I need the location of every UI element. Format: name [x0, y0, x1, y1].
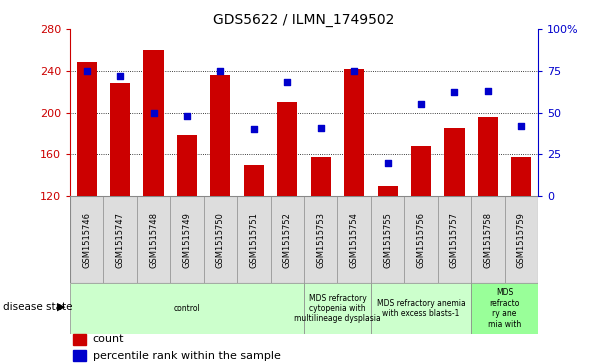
Text: GSM1515748: GSM1515748 — [149, 212, 158, 268]
Point — [215, 68, 225, 74]
Point — [249, 126, 259, 132]
Point — [282, 79, 292, 85]
Point — [383, 160, 393, 166]
Text: GSM1515754: GSM1515754 — [350, 212, 359, 268]
Point — [148, 110, 158, 115]
Text: GSM1515759: GSM1515759 — [517, 212, 526, 268]
Point — [115, 73, 125, 79]
Text: GSM1515753: GSM1515753 — [316, 212, 325, 268]
Bar — [478, 117, 498, 196]
Bar — [471, 283, 538, 334]
Title: GDS5622 / ILMN_1749502: GDS5622 / ILMN_1749502 — [213, 13, 395, 26]
Bar — [277, 102, 297, 196]
Point — [182, 113, 192, 119]
Text: GSM1515749: GSM1515749 — [182, 212, 192, 268]
Bar — [304, 283, 371, 334]
Bar — [177, 135, 197, 196]
Bar — [311, 158, 331, 196]
Text: MDS refractory anemia
with excess blasts-1: MDS refractory anemia with excess blasts… — [377, 299, 465, 318]
Point — [81, 68, 91, 74]
Text: GSM1515747: GSM1515747 — [116, 212, 125, 268]
Point — [316, 125, 326, 130]
Point — [349, 68, 359, 74]
Bar — [244, 165, 264, 196]
Point — [449, 90, 460, 95]
Bar — [110, 83, 130, 196]
Bar — [73, 334, 86, 345]
Text: GSM1515746: GSM1515746 — [82, 212, 91, 268]
Text: control: control — [174, 304, 200, 313]
Bar — [77, 62, 97, 196]
Bar — [344, 69, 364, 196]
Bar — [411, 146, 431, 196]
Bar — [70, 283, 304, 334]
Bar — [371, 283, 471, 334]
Text: GSM1515756: GSM1515756 — [416, 212, 426, 268]
Text: ▶: ▶ — [57, 302, 66, 312]
Bar — [73, 350, 86, 362]
Bar — [210, 75, 230, 196]
Text: GSM1515755: GSM1515755 — [383, 212, 392, 268]
Point — [517, 123, 527, 129]
Text: percentile rank within the sample: percentile rank within the sample — [93, 351, 281, 361]
Text: GSM1515757: GSM1515757 — [450, 212, 459, 268]
Point — [483, 88, 493, 94]
Bar — [378, 185, 398, 196]
Point — [416, 101, 426, 107]
Bar — [511, 158, 531, 196]
Bar — [444, 128, 465, 196]
Text: GSM1515758: GSM1515758 — [483, 212, 492, 268]
Bar — [143, 50, 164, 196]
Text: disease state: disease state — [3, 302, 72, 312]
Text: GSM1515752: GSM1515752 — [283, 212, 292, 268]
Text: GSM1515751: GSM1515751 — [249, 212, 258, 268]
Text: count: count — [93, 334, 125, 344]
Text: MDS refractory
cytopenia with
multilineage dysplasia: MDS refractory cytopenia with multilinea… — [294, 294, 381, 323]
Text: MDS
refracto
ry ane
mia with: MDS refracto ry ane mia with — [488, 289, 521, 329]
Text: GSM1515750: GSM1515750 — [216, 212, 225, 268]
